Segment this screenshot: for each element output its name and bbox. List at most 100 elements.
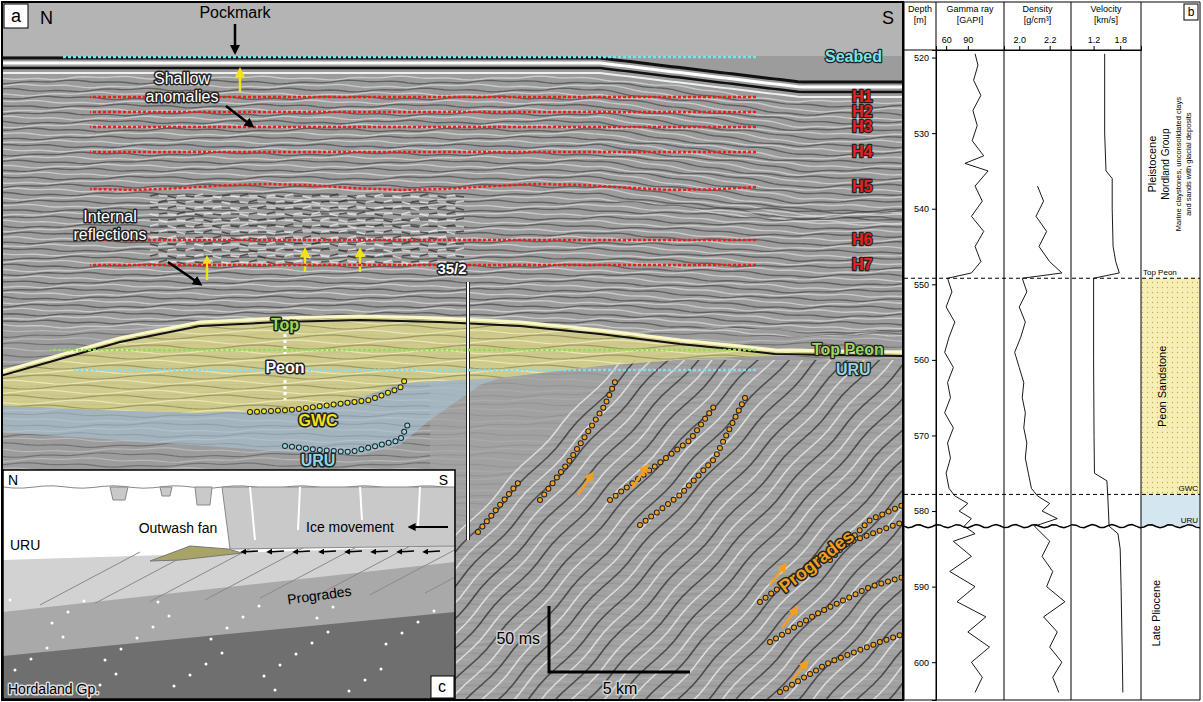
prograde-line bbox=[760, 522, 903, 602]
tick-label: 90 bbox=[963, 35, 973, 45]
marker-label: Top Peon bbox=[1143, 268, 1177, 277]
prograde-reflector bbox=[539, 360, 872, 700]
anomaly-reflector bbox=[231, 226, 239, 227]
anomaly-reflector bbox=[177, 202, 185, 204]
anomaly-reflector bbox=[195, 194, 203, 196]
tick-label: 590 bbox=[914, 582, 929, 592]
inset-speck bbox=[205, 663, 208, 666]
anomaly-reflector bbox=[195, 214, 203, 216]
reflector bbox=[2, 152, 903, 180]
ice-sheet bbox=[222, 487, 455, 549]
anomaly-reflector bbox=[249, 220, 257, 222]
anomaly-reflector bbox=[177, 220, 185, 221]
anomaly-reflector bbox=[159, 213, 167, 214]
anomaly-reflector bbox=[231, 208, 239, 210]
anomaly-reflector bbox=[195, 249, 203, 250]
scale-time: 50 ms bbox=[496, 630, 540, 647]
anomaly-reflector bbox=[258, 214, 266, 215]
inset-speck bbox=[401, 632, 404, 635]
anomaly-reflector bbox=[384, 195, 392, 196]
prograde-line bbox=[610, 405, 715, 500]
tick-label: 520 bbox=[914, 53, 929, 63]
horizon-label: H7 bbox=[852, 256, 873, 273]
anomaly-reflector bbox=[186, 243, 194, 244]
prograde-reflector bbox=[585, 360, 903, 700]
marker-label: GWC bbox=[1178, 484, 1198, 493]
anomaly-reflector bbox=[447, 237, 455, 238]
anomaly-reflector bbox=[195, 219, 203, 220]
anomaly-reflector bbox=[384, 220, 392, 222]
anomaly-reflector bbox=[294, 208, 302, 209]
zone-pattern bbox=[1141, 278, 1200, 494]
anomaly-reflector bbox=[312, 220, 320, 221]
anomaly-reflector bbox=[429, 225, 437, 226]
anomaly-reflector bbox=[312, 202, 320, 204]
anomaly-reflector bbox=[429, 195, 437, 196]
anomaly-reflector bbox=[186, 218, 194, 220]
reflector bbox=[2, 244, 903, 257]
anomaly-reflector bbox=[285, 202, 293, 203]
anomaly-reflector bbox=[204, 220, 212, 222]
tick: 540 bbox=[914, 204, 936, 214]
anomaly-reflector bbox=[285, 219, 293, 220]
tick-label: 570 bbox=[914, 431, 929, 441]
seabed-reflector bbox=[2, 68, 903, 92]
anomaly-reflector bbox=[150, 219, 158, 220]
anomaly-reflector bbox=[285, 207, 293, 208]
anomaly-reflector bbox=[159, 200, 167, 202]
tick-mark bbox=[932, 662, 936, 663]
dipping-reflectors bbox=[430, 360, 903, 700]
layer-upper bbox=[3, 546, 455, 699]
tick: 90 bbox=[963, 35, 973, 50]
frame-top bbox=[904, 2, 1200, 3]
anomaly-reflector bbox=[384, 213, 392, 214]
anomaly-reflector bbox=[150, 262, 158, 263]
prograde-line-outline bbox=[640, 392, 748, 525]
anomaly-reflector bbox=[303, 196, 311, 198]
anomaly-reflector bbox=[222, 242, 230, 244]
anomaly-reflector bbox=[402, 250, 410, 251]
prograde-reflector bbox=[479, 360, 809, 700]
anomaly-reflector bbox=[447, 195, 455, 196]
pockmark-label: Pockmark bbox=[199, 4, 271, 21]
anomaly-reflector bbox=[249, 260, 257, 262]
arrow bbox=[792, 662, 807, 680]
prograde-reflector bbox=[512, 360, 839, 700]
anomaly-reflector bbox=[447, 212, 455, 214]
anomaly-reflector bbox=[330, 254, 338, 256]
peon-internal bbox=[2, 310, 903, 414]
anomaly-reflector bbox=[429, 260, 437, 262]
anomaly-reflector bbox=[339, 250, 347, 252]
anomaly-reflector bbox=[168, 236, 176, 238]
anomaly-reflector bbox=[447, 220, 455, 221]
anomaly-reflector bbox=[339, 260, 347, 262]
anomaly-reflector bbox=[330, 237, 338, 238]
arrow bbox=[359, 250, 362, 272]
prograde-reflector bbox=[630, 360, 903, 700]
inset-speck bbox=[104, 659, 107, 662]
anomaly-reflector bbox=[294, 200, 302, 202]
track-title: Density bbox=[1022, 4, 1053, 14]
anomaly-reflector bbox=[249, 208, 257, 209]
anomaly-reflector bbox=[366, 218, 374, 220]
anomaly-reflector bbox=[240, 232, 248, 233]
anomaly-reflector bbox=[456, 196, 464, 197]
anomaly-reflector bbox=[384, 230, 392, 232]
anomaly-reflector bbox=[195, 232, 203, 233]
tick-mark bbox=[1094, 46, 1095, 50]
anomaly-reflector bbox=[456, 226, 464, 227]
inset-speck bbox=[327, 631, 330, 634]
anomaly-reflector bbox=[339, 200, 347, 202]
anomaly-reflector bbox=[177, 250, 185, 251]
tick-mark bbox=[932, 360, 936, 361]
panel-b-background bbox=[904, 2, 1200, 700]
anomaly-reflector bbox=[186, 231, 194, 232]
anomaly-reflector bbox=[402, 202, 410, 204]
prograde-reflector bbox=[748, 360, 903, 700]
reflector bbox=[2, 292, 903, 305]
anomaly-reflector bbox=[213, 244, 221, 245]
anomaly-reflector bbox=[249, 200, 257, 202]
anomaly-reflector bbox=[285, 262, 293, 263]
anomaly-reflector bbox=[267, 212, 275, 214]
anomaly-reflector bbox=[339, 208, 347, 209]
